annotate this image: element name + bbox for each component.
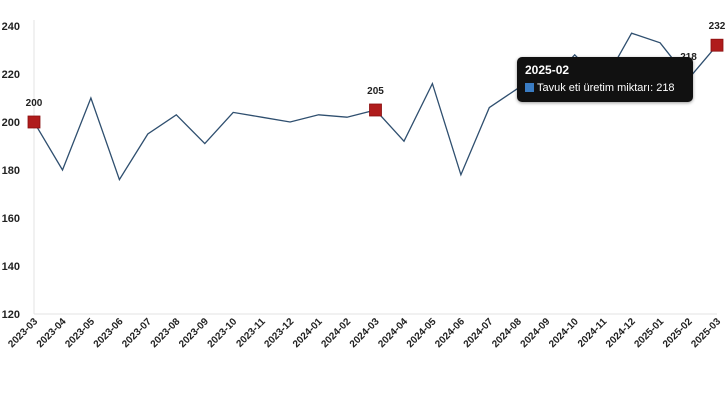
tooltip-row: Tavuk eti üretim miktarı: 218 bbox=[525, 82, 675, 94]
y-tick-label: 140 bbox=[2, 261, 20, 273]
data-label: 205 bbox=[367, 86, 384, 97]
data-point-marker[interactable] bbox=[369, 103, 382, 117]
x-tick-label: 2025-02 bbox=[661, 316, 695, 350]
x-tick-label: 2024-04 bbox=[376, 316, 410, 350]
x-tick-label: 2024-03 bbox=[348, 316, 382, 350]
data-point-marker[interactable] bbox=[27, 115, 41, 129]
y-tick-label: 180 bbox=[2, 165, 20, 177]
x-tick-label: 2024-10 bbox=[547, 316, 581, 350]
x-tick-label: 2023-09 bbox=[177, 316, 211, 350]
x-tick-label: 2023-10 bbox=[206, 316, 240, 350]
x-tick-label: 2024-08 bbox=[490, 316, 524, 350]
series-swatch-icon bbox=[525, 83, 534, 92]
x-tick-label: 2023-04 bbox=[35, 316, 69, 350]
y-axis: 120 140 160 180 200 220 240 bbox=[2, 20, 35, 321]
x-tick-label: 2023-11 bbox=[234, 316, 268, 350]
x-tick-label: 2023-07 bbox=[120, 316, 154, 350]
x-tick-label: 2025-01 bbox=[632, 316, 666, 350]
x-tick-label: 2023-12 bbox=[263, 316, 297, 350]
y-tick-label: 160 bbox=[2, 213, 20, 225]
x-tick-label: 2024-09 bbox=[519, 316, 553, 350]
y-tick-label: 240 bbox=[2, 21, 20, 33]
x-tick-label: 2024-12 bbox=[604, 316, 638, 350]
y-tick-label: 220 bbox=[2, 69, 20, 81]
x-tick-label: 2024-02 bbox=[319, 316, 353, 350]
data-point-marker[interactable] bbox=[710, 38, 724, 52]
y-tick-label: 200 bbox=[2, 117, 20, 129]
data-label: 200 bbox=[26, 98, 43, 109]
x-tick-label: 2025-03 bbox=[689, 316, 723, 350]
chart-tooltip: 2025-02 Tavuk eti üretim miktarı: 218 bbox=[517, 57, 693, 102]
y-tick-label: 120 bbox=[2, 309, 20, 321]
x-tick-label: 2023-08 bbox=[149, 316, 183, 350]
x-tick-label: 2024-11 bbox=[576, 316, 610, 350]
x-tick-label: 2023-03 bbox=[6, 316, 40, 350]
x-tick-label: 2023-06 bbox=[92, 316, 126, 350]
x-tick-label: 2024-07 bbox=[462, 316, 496, 350]
x-tick-label: 2024-01 bbox=[291, 316, 325, 350]
tooltip-title: 2025-02 bbox=[525, 63, 570, 77]
x-axis: 2023-032023-042023-052023-062023-072023-… bbox=[6, 313, 723, 350]
x-tick-label: 2024-06 bbox=[433, 316, 467, 350]
tooltip-series-value: Tavuk eti üretim miktarı: 218 bbox=[537, 82, 675, 94]
x-tick-label: 2023-05 bbox=[63, 316, 97, 350]
data-label: 232 bbox=[709, 21, 726, 32]
x-tick-label: 2024-05 bbox=[405, 316, 439, 350]
